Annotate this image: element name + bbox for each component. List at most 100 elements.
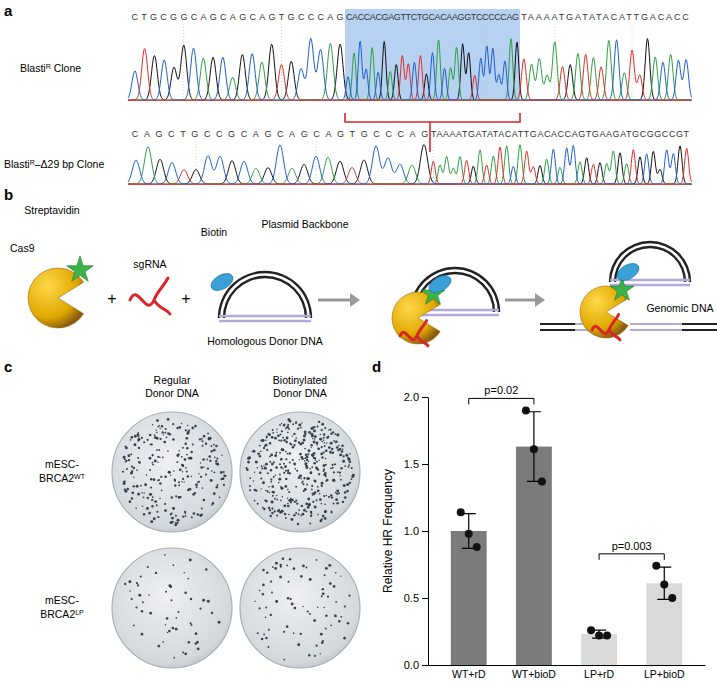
colony [170,513,172,515]
colony [303,509,306,512]
colony [302,606,303,607]
colony [323,437,325,439]
colony [273,461,275,463]
guide-line [426,24,427,100]
colony [257,503,259,505]
colony [189,488,191,490]
colony [196,486,198,488]
colony [203,499,206,502]
colony [289,443,291,445]
colony [178,481,180,483]
colony [137,440,139,442]
colony [270,479,272,481]
plot-area [451,406,682,665]
colony [266,449,268,451]
colony [200,476,202,478]
colony [322,515,325,518]
colony [275,600,278,603]
colony [271,436,274,439]
colony [245,467,247,469]
y-tick-label: 2.0 [404,391,419,403]
colony [181,456,183,458]
arrow-head [535,293,545,307]
colony [301,505,303,507]
colony [349,482,351,484]
colony [176,461,178,463]
colony [255,461,258,464]
colony [140,576,142,578]
chromatogram-trace [128,39,692,100]
colony [305,502,308,505]
colony [307,477,310,480]
colony [293,632,295,634]
y-tick-mark [422,397,428,398]
chromatogram-trace [128,39,692,100]
colony [184,511,186,513]
colony [195,632,198,635]
colony [195,483,198,486]
colony [324,427,326,429]
colony [202,599,205,602]
colony [293,444,295,446]
colony [316,559,318,561]
colony [149,434,152,437]
colony [274,437,276,439]
colony [279,474,281,476]
colony [274,437,277,440]
colony [264,447,265,448]
data-point [587,626,595,634]
colony [343,637,346,640]
colony [289,472,291,474]
colony [323,495,325,497]
colony [338,445,340,447]
colony [174,484,176,486]
colony [336,446,339,449]
colony [317,514,319,516]
colony [333,585,336,588]
colony [213,444,215,446]
colony [135,606,137,608]
colony [303,439,305,441]
colony [295,500,297,502]
colony [172,423,174,425]
colony [194,492,196,494]
colony [342,460,345,463]
label-part: Blasti [20,62,46,74]
colony [347,483,350,486]
colony [347,622,350,625]
colony [215,445,217,447]
colony [296,502,298,504]
colony [143,497,145,499]
colony [299,459,300,460]
colony [163,441,166,444]
colony [322,588,324,590]
colony [276,429,277,430]
colony [265,617,267,619]
sequence-text: CTGCGGCAGCAGCAGTGCCCAG [131,12,343,22]
colony [212,502,215,505]
colony [172,627,175,630]
colony [311,493,313,495]
colony [165,624,167,626]
colony [271,508,273,510]
label: Cas9 [10,242,35,254]
colony [269,492,270,493]
colony [293,567,296,570]
colony [314,438,316,440]
clone-label: BlastiR–Δ29 bp Clone [4,158,104,170]
colony [202,445,204,447]
colony [246,468,249,471]
colony [130,453,132,455]
significance-bracket [599,554,664,560]
colony [286,437,289,440]
colony [286,426,289,429]
colony [271,501,273,503]
colony [282,448,285,451]
chromatogram-trace [128,145,692,184]
label-part: –Δ29 bp Clone [35,158,105,170]
colony [287,503,289,505]
colony [178,426,181,429]
colony [266,435,268,437]
colony [171,599,173,601]
colony [193,512,196,515]
